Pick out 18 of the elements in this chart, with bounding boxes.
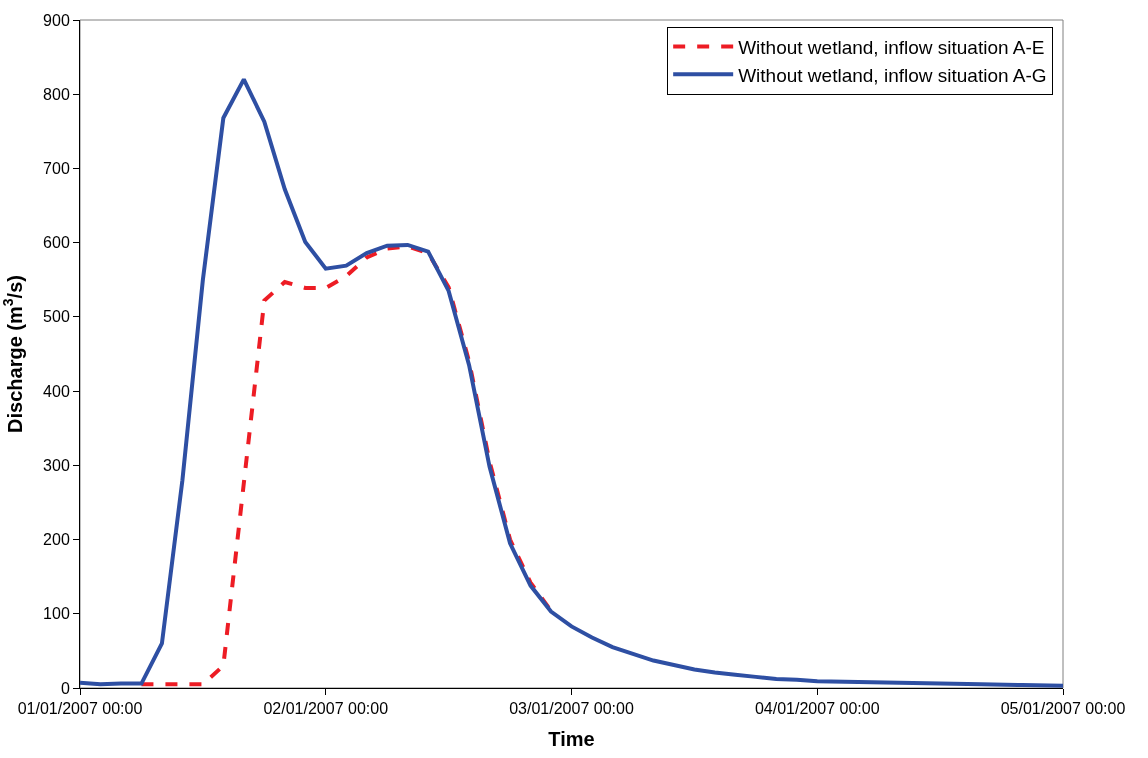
x-tick-label: 03/01/2007 00:00 [509, 700, 634, 718]
x-tick-label: 04/01/2007 00:00 [754, 700, 880, 718]
y-tick-label: 100 [43, 605, 70, 623]
x-axis-title: Time [548, 727, 595, 750]
y-tick-label: 200 [43, 531, 70, 549]
y-tick-label: 600 [43, 234, 70, 252]
y-tick-label: 800 [43, 85, 70, 103]
x-tick-label: 02/01/2007 00:00 [263, 700, 389, 718]
y-tick-label: 300 [43, 456, 70, 474]
x-tick-label: 01/01/2007 00:00 [17, 700, 143, 718]
y-tick-label: 700 [43, 160, 70, 178]
y-tick-label: 500 [43, 308, 70, 326]
legend-label: Without wetland, inflow situation A-E [738, 36, 1045, 58]
y-tick-label: 0 [60, 679, 70, 697]
y-tick-label: 400 [43, 382, 70, 400]
x-tick-label: 05/01/2007 00:00 [1000, 700, 1126, 718]
legend-label: Without wetland, inflow situation A-G [738, 64, 1047, 86]
y-tick-label: 900 [43, 11, 70, 29]
